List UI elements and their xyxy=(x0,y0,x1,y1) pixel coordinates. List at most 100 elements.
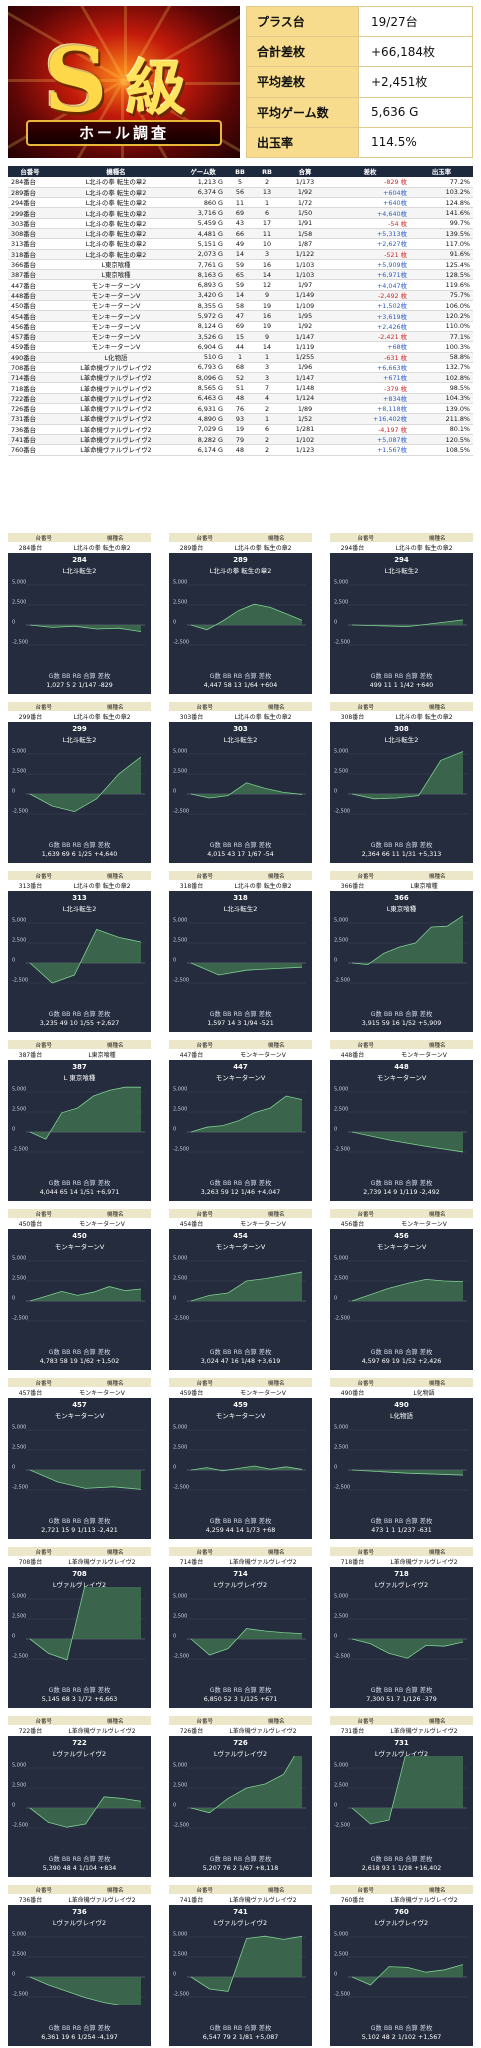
card-stats: G数 BB RB 合算 差枚 5,102 48 2 1/102 +1,567 xyxy=(330,2024,473,2042)
card-unit-number: 726 xyxy=(233,1739,248,1747)
card-header: 台番号 機種名 xyxy=(330,1547,473,1556)
stat-label-g: G数 xyxy=(370,1011,382,1018)
trend-area xyxy=(30,1587,141,1660)
card-stats: G数 BB RB 合算 差枚 3,915 59 16 1/52 +5,909 xyxy=(330,1010,473,1028)
machine-table: 台番号 機種名 ゲーム数 BB RB 合算 差枚 出玉率 284番台 L北斗の拳 転生の章2 1,… xyxy=(8,166,473,456)
table-cell: 17 xyxy=(254,218,280,229)
unit-header-label: 台番号 xyxy=(196,704,213,711)
table-cell: +1,567枚 xyxy=(330,444,410,456)
card-stats: G数 BB RB 合算 差枚 2,618 93 1 1/28 +16,402 xyxy=(330,1855,473,1873)
card-header: 台番号 機種名 xyxy=(330,1716,473,1725)
table-row: 760番台 L革命機ヴァルヴレイヴ2 6,174 G 48 2 1/123 +1,567枚 1… xyxy=(8,444,473,456)
table-cell: 3 xyxy=(254,362,280,374)
card-stats: G数 BB RB 合算 差枚 3,024 47 16 1/48 +3,619 xyxy=(169,1348,312,1366)
table-cell: 1/255 xyxy=(280,352,330,363)
stat-label-bb: BB xyxy=(222,1856,232,1863)
machine-card: 台番号 機種名 457番台 モンキーターンV 457 モンキーターンV G数 BB RB 合… xyxy=(8,1378,151,1539)
trend-line xyxy=(351,1278,464,1302)
stat-label-g: G数 xyxy=(209,1687,221,1694)
trend-line xyxy=(351,1638,464,1659)
y-tick-label: 0 xyxy=(173,789,176,795)
card-unit-number: 289 xyxy=(233,556,248,564)
card-unit-number: 299 xyxy=(72,725,87,733)
table-row: 457番台 モンキーターンV 3,526 G 15 9 1/147 -2,421 枚 77.1… xyxy=(8,331,473,343)
card-stats: G数 BB RB 合算 差枚 6,361 19 6 1/254 -4,197 xyxy=(8,2024,151,2042)
stat-label-bb: BB xyxy=(61,1180,71,1187)
unit-header-label: 台番号 xyxy=(357,1380,374,1387)
y-tick-label: 0 xyxy=(173,1296,176,1302)
stat-g: 5,390 xyxy=(42,1865,61,1872)
stat-label-diff: 差枚 xyxy=(258,1687,272,1694)
stat-g: 3,235 xyxy=(39,1020,58,1027)
machine-header-label: 機種名 xyxy=(428,1887,446,1894)
unit-header-label: 台番号 xyxy=(357,535,374,542)
stat-label-diff: 差枚 xyxy=(97,1011,111,1018)
card-stats: G数 BB RB 合算 差枚 5,145 68 3 1/72 +6,663 xyxy=(8,1686,151,1704)
table-cell: 125.4% xyxy=(410,259,473,271)
card-unit: 303番台 xyxy=(179,714,204,721)
table-cell: 6,893 G xyxy=(180,279,226,291)
card-subheader: 313番台 L北斗の拳 転生の章2 xyxy=(8,880,151,891)
card-unit: 318番台 xyxy=(179,883,204,890)
card-header: 台番号 機種名 xyxy=(8,533,151,542)
stat-g: 4,259 xyxy=(205,1527,224,1534)
machine-header-label: 機種名 xyxy=(267,873,285,880)
table-cell: L革命機ヴァルヴレイヴ2 xyxy=(52,393,180,405)
stat-g: 4,015 xyxy=(207,851,226,858)
y-tick-label: -2,500 xyxy=(334,1992,350,1998)
stat-total: 1/67 xyxy=(238,1865,253,1872)
stat-bb: 69 xyxy=(61,851,70,858)
stat-bb: 44 xyxy=(225,1527,234,1534)
trend-line xyxy=(190,1271,303,1302)
card-unit: 387番台 xyxy=(18,1052,43,1059)
table-cell: +2,426枚 xyxy=(330,321,410,332)
table-cell: 104.3% xyxy=(410,393,473,405)
stat-label-diff: 差枚 xyxy=(419,1349,433,1356)
stat-label-diff: 差枚 xyxy=(97,1518,111,1525)
table-cell: 8,565 G xyxy=(180,382,226,394)
stat-bb: 66 xyxy=(381,851,390,858)
table-cell: 4 xyxy=(254,393,280,405)
stat-total: 1/147 xyxy=(78,682,97,689)
table-cell: 1/122 xyxy=(280,249,330,260)
stat-label-diff: 差枚 xyxy=(258,1518,272,1525)
table-cell: 3 xyxy=(254,372,280,384)
trend-area xyxy=(191,1466,302,1471)
table-cell: 3,716 G xyxy=(180,207,226,219)
table-row: 722番台 L革命機ヴァルヴレイヴ2 6,463 G 48 4 1/124 +834枚 104… xyxy=(8,393,473,405)
stat-total: 1/104 xyxy=(78,1865,97,1872)
stat-label-total: 合算 xyxy=(405,1180,418,1187)
card-unit: 736番台 xyxy=(18,1897,43,1904)
stat-label-g: G数 xyxy=(370,1349,382,1356)
table-cell: L北斗の拳 転生の章2 xyxy=(52,249,180,260)
stat-label-bb: BB xyxy=(383,842,393,849)
table-cell: 14 xyxy=(226,290,254,302)
stat-g: 1,639 xyxy=(41,851,60,858)
table-cell: 65 xyxy=(226,269,254,281)
table-cell: 726番台 xyxy=(8,403,52,415)
machine-card: 台番号 機種名 714番台 L革命機ヴァルヴレイヴ2 714 Lヴァルヴレイヴ2 G数 BB… xyxy=(169,1547,312,1708)
stat-rb: 6 xyxy=(71,851,76,858)
card-machine: L北斗の拳 転生の章2 xyxy=(234,714,292,721)
card-stats: G数 BB RB 合算 差枚 4,259 44 14 1/73 +68 xyxy=(169,1517,312,1535)
stat-label-diff: 差枚 xyxy=(97,842,111,849)
stat-label-diff: 差枚 xyxy=(258,1011,272,1018)
stat-label-bb: BB xyxy=(383,1856,393,1863)
card-header: 台番号 機種名 xyxy=(8,1716,151,1725)
card-subheader: 726番台 L革命機ヴァルヴレイヴ2 xyxy=(169,1725,312,1736)
stat-diff: +8,118 xyxy=(254,1865,279,1872)
card-unit-number: 308 xyxy=(394,725,409,733)
stat-total: 1/52 xyxy=(401,1358,416,1365)
stat-total: 1/28 xyxy=(397,1865,412,1872)
stat-label-rb: RB xyxy=(394,842,404,849)
card-machine-short: Lヴァルヴレイヴ2 xyxy=(52,1750,107,1758)
card-unit: 760番台 xyxy=(340,1897,365,1904)
card-subheader: 490番台 L化物語 xyxy=(330,1387,473,1398)
stat-label-diff: 差枚 xyxy=(97,1349,111,1356)
stat-label-g: G数 xyxy=(209,2025,221,2032)
y-tick-label: 0 xyxy=(12,1634,15,1640)
stat-label-g: G数 xyxy=(209,1856,221,1863)
trend-line xyxy=(351,915,464,966)
y-tick-label: 0 xyxy=(334,789,337,795)
stat-label-g: G数 xyxy=(48,673,60,680)
